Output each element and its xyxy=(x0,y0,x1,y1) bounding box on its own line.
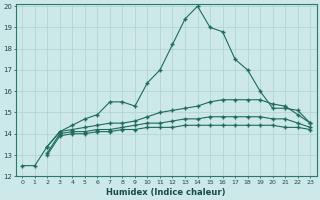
X-axis label: Humidex (Indice chaleur): Humidex (Indice chaleur) xyxy=(107,188,226,197)
